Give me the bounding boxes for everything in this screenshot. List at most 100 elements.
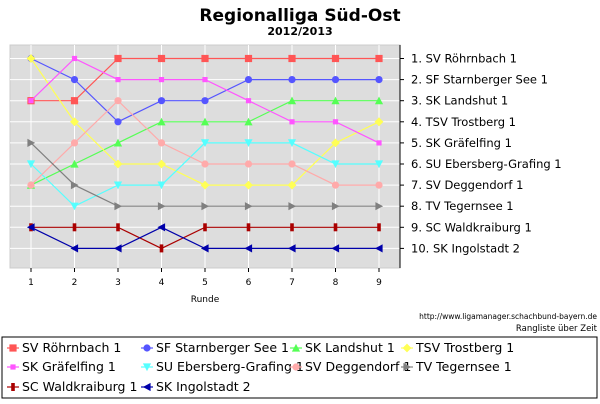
data-point (113, 244, 122, 253)
data-point (113, 138, 123, 147)
data-point (26, 160, 36, 169)
data-point (70, 117, 79, 127)
data-point (375, 54, 383, 63)
data-point (200, 244, 209, 253)
data-point (291, 343, 301, 352)
data-point (113, 181, 123, 190)
data-point (10, 364, 16, 370)
data-point (26, 223, 35, 232)
legend-entry: SC Waldkraiburg 1 (7, 379, 137, 394)
data-point (200, 139, 210, 147)
data-point (114, 54, 122, 63)
data-point (376, 140, 382, 146)
legend-entry: SK Landshut 1 (290, 340, 395, 355)
data-point (287, 96, 297, 105)
data-point (114, 118, 122, 126)
data-point (331, 54, 340, 63)
data-point (70, 76, 79, 84)
data-point (331, 202, 340, 211)
legend-entry: TV Tegernsee 1 (401, 359, 512, 374)
data-point (11, 383, 15, 391)
data-point (157, 202, 166, 211)
data-point (9, 344, 17, 352)
legend-label: SV Röhrnbach 1 (22, 340, 121, 355)
series-8 (27, 138, 384, 211)
x-tick-label: 6 (246, 278, 252, 288)
legend-label: SK Gräfelfing 1 (22, 359, 116, 374)
y-tick-label: 4. TSV Trostberg 1 (411, 115, 516, 129)
data-point (287, 139, 297, 147)
data-point (374, 117, 384, 127)
data-point (70, 159, 79, 168)
legend-label: SK Landshut 1 (305, 340, 395, 355)
series-10 (26, 223, 383, 253)
legend-label: SC Waldkraiburg 1 (22, 379, 137, 394)
x-tick-label: 3 (115, 278, 121, 288)
data-point (331, 244, 340, 253)
y-tick-label: 7. SV Deggendorf 1 (411, 178, 523, 192)
data-point (332, 119, 339, 125)
legend-label: SF Starnberger See 1 (156, 340, 289, 355)
legend-label: SK Ingolstadt 2 (156, 379, 251, 394)
legend-entry: TSV Trostberg 1 (401, 340, 514, 355)
data-point (157, 223, 166, 232)
data-point (288, 76, 296, 84)
data-point (331, 181, 340, 189)
data-point (202, 77, 208, 83)
data-point (201, 202, 210, 211)
data-point (287, 180, 297, 190)
legend-entry: SV Deggendorf 1 (290, 359, 411, 374)
data-point (244, 202, 253, 211)
data-point (375, 181, 383, 189)
data-point (70, 181, 79, 190)
data-point (143, 344, 151, 352)
data-point (158, 77, 165, 83)
legend-label: TSV Trostberg 1 (415, 340, 514, 355)
data-point (200, 117, 210, 126)
data-point (157, 97, 166, 105)
data-point (288, 54, 296, 63)
data-point (116, 223, 120, 232)
data-point (244, 54, 253, 63)
footer-caption: Rangliste über Zeit (516, 324, 598, 334)
y-tick-label: 1. SV Röhrnbach 1 (411, 52, 517, 66)
data-point (375, 76, 383, 84)
x-tick-label: 8 (333, 278, 339, 288)
data-point (159, 244, 164, 253)
data-point (113, 159, 123, 169)
data-point (201, 97, 209, 105)
data-point (157, 159, 166, 169)
data-point (115, 77, 121, 83)
data-point (374, 96, 384, 105)
data-point (27, 138, 36, 147)
data-point (331, 76, 340, 84)
data-point (374, 244, 383, 253)
data-point (244, 76, 253, 84)
x-tick-label: 7 (289, 278, 295, 288)
x-tick-label: 2 (72, 278, 78, 288)
data-point (142, 382, 151, 392)
y-tick-label: 2. SF Starnberger See 1 (411, 73, 548, 87)
data-point (403, 362, 412, 372)
data-point (377, 223, 381, 232)
data-point (244, 160, 253, 168)
y-tick-label: 6. SU Ebersberg-Grafing 1 (411, 157, 562, 171)
legend-entry: SU Ebersberg-Grafing 1 (141, 359, 304, 374)
data-point (331, 96, 340, 105)
data-point (71, 55, 78, 62)
data-point (201, 54, 209, 63)
chart-title: Regionalliga Süd-Ost (199, 6, 400, 26)
legend-entry: SF Starnberger See 1 (141, 340, 289, 355)
data-point (70, 139, 79, 147)
legend-label: SU Ebersberg-Grafing 1 (156, 359, 304, 374)
data-point (114, 97, 122, 105)
x-tick-label: 9 (376, 278, 382, 288)
series-5 (28, 55, 382, 146)
data-point (289, 119, 295, 125)
data-point (157, 139, 166, 147)
source-url: http://www.ligamanager.schachbund-bayern… (419, 312, 597, 321)
data-point (292, 363, 300, 371)
data-point (244, 244, 253, 253)
data-point (72, 223, 77, 232)
